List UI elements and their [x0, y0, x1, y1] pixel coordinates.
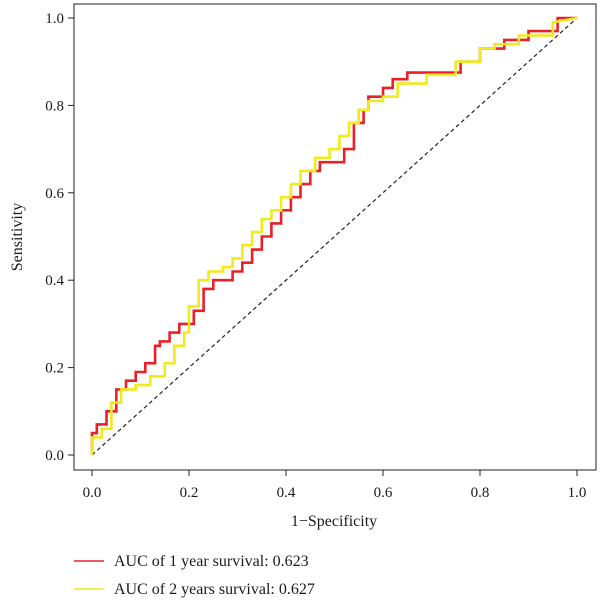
- legend-label-1: AUC of 1 year survival: 0.623: [114, 553, 309, 570]
- y-tick-label: 0.4: [45, 273, 64, 289]
- y-axis-title: Sensitivity: [9, 203, 26, 271]
- x-axis: 0.0 0.2 0.4 0.6 0.8 1.0: [83, 470, 587, 501]
- x-tick-label: 0.6: [374, 485, 393, 501]
- legend: AUC of 1 year survival: 0.623 AUC of 2 ye…: [74, 553, 315, 598]
- series-line-1: [90, 16, 577, 455]
- y-tick-label: 0.8: [45, 98, 64, 114]
- y-tick-label: 1.0: [45, 11, 64, 27]
- y-tick-label: 0.0: [45, 448, 64, 464]
- y-axis: 0.0 0.2 0.4 0.6 0.8 1.0: [45, 11, 74, 464]
- reference-line-group: [91, 17, 578, 456]
- y-tick-label: 0.2: [45, 361, 64, 377]
- plot-frame: [73, 3, 597, 471]
- x-axis-title: 1−Specificity: [291, 513, 377, 530]
- reference-diagonal-line: [91, 17, 578, 456]
- x-tick-label: 0.4: [277, 485, 296, 501]
- x-tick-label: 0.2: [180, 485, 199, 501]
- series-line-2: [90, 16, 578, 455]
- x-tick-label: 0.0: [83, 485, 102, 501]
- x-tick-label: 0.8: [471, 485, 490, 501]
- legend-label-2: AUC of 2 years survival: 0.627: [114, 581, 315, 598]
- x-tick-label: 1.0: [568, 485, 587, 501]
- series-group: [90, 16, 578, 455]
- y-tick-label: 0.6: [45, 186, 64, 202]
